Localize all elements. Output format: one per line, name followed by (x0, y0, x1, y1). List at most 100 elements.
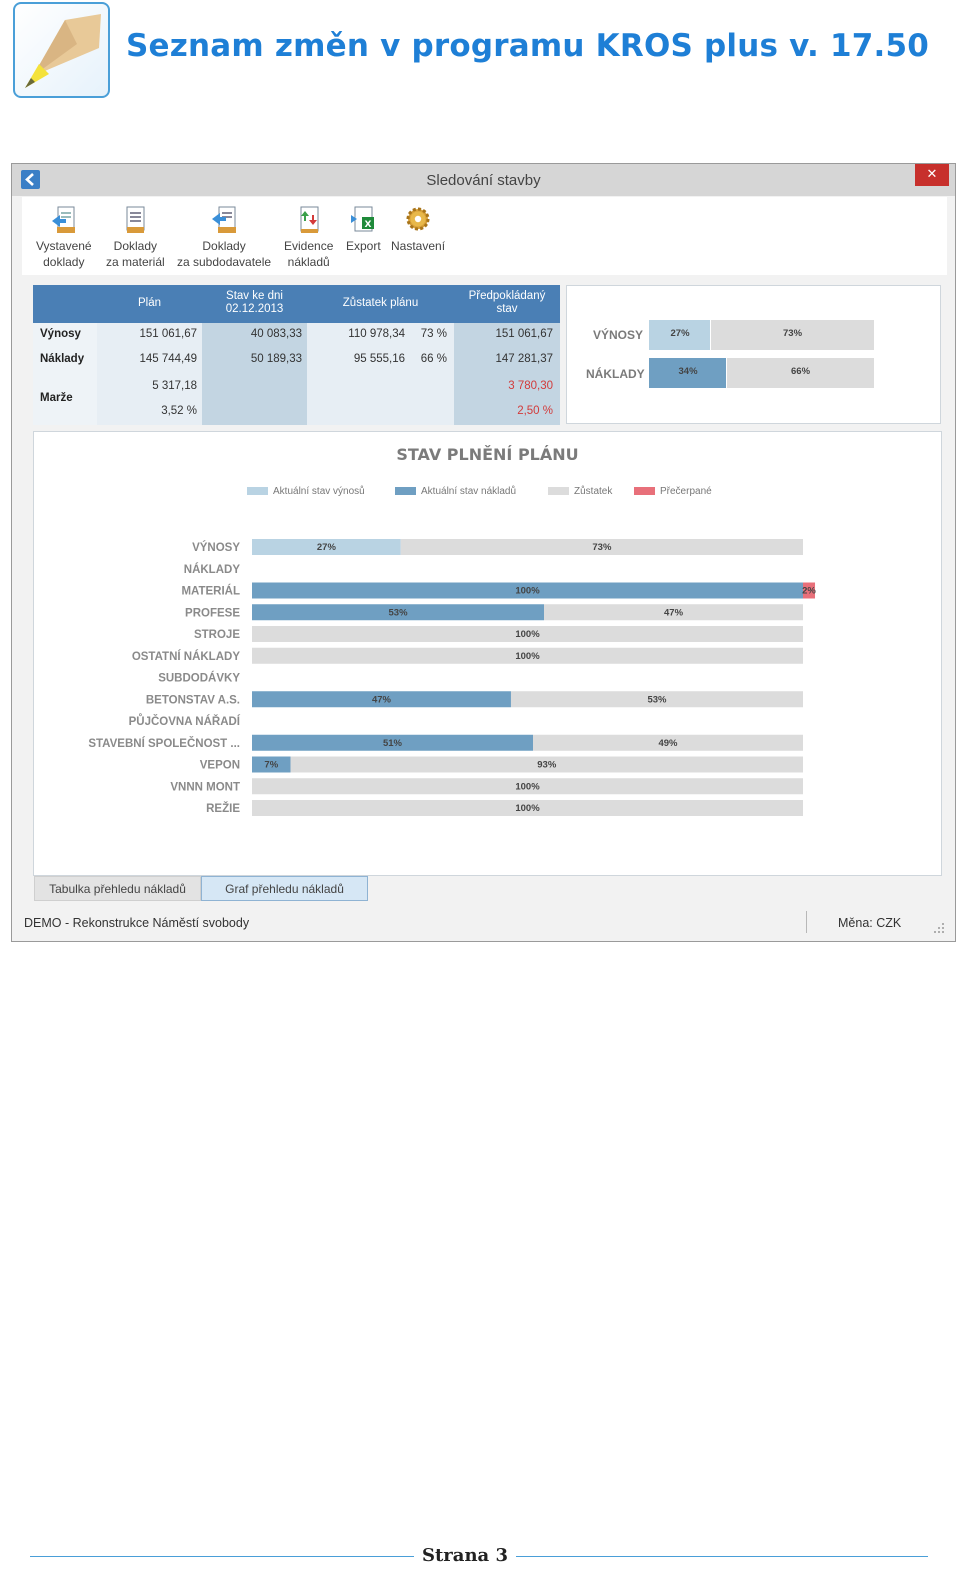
cost-records-icon (300, 206, 319, 233)
legend-swatch (548, 487, 569, 495)
pencil-icon (25, 14, 101, 88)
subcontractor-documents-button[interactable]: Doklady za subdodavatele (177, 205, 271, 270)
toolbar-label: za subdodavatele (177, 255, 272, 269)
bar-actual-label: 27% (317, 542, 337, 553)
plan-fulfillment-chart: STAV PLNĚNÍ PLÁNU Aktuální stav výnosů A… (33, 431, 942, 876)
material-documents-icon (126, 206, 145, 233)
bar-actual (252, 604, 545, 621)
legend-label: Aktuální stav výnosů (273, 486, 365, 497)
costs-remaining: 95 555,16 (353, 353, 405, 365)
bar-actual-label: 7% (264, 760, 278, 771)
overview-revenue-remaining (711, 320, 874, 350)
row-label-margin: Marže (40, 392, 73, 404)
tab-chart-overview[interactable]: Graf přehledu nákladů (201, 876, 368, 901)
overview-label-revenue: VÝNOSY (593, 328, 644, 342)
export-button[interactable]: X Export (346, 205, 381, 254)
bar-remaining (252, 626, 803, 642)
app-window: Sledování stavby ✕ Vystavené doklady Dok… (11, 163, 956, 942)
cost-records-button[interactable]: Evidence nákladů (284, 205, 333, 270)
column-bg (454, 323, 560, 425)
overview-panel: VÝNOSY 27% 73% NÁKLADY 34% 66% (566, 285, 941, 424)
margin-expected-pct: 2,50 % (517, 405, 553, 417)
bar-overspent (803, 582, 816, 599)
revenue-expected: 151 061,67 (495, 328, 553, 340)
category-label: BETONSTAV A.S. (146, 694, 240, 706)
header-expected-line1: Předpokládaný (468, 290, 546, 302)
footer-rule-right (516, 1556, 928, 1557)
costs-remaining-pct: 66 % (420, 353, 447, 365)
bar-actual (252, 582, 803, 599)
bar-actual (252, 539, 401, 555)
issued-documents-button[interactable]: Vystavené doklady (36, 205, 92, 270)
category-label: VNNN MONT (170, 781, 240, 793)
window-titlebar: Sledování stavby ✕ (12, 164, 955, 196)
status-currency: Měna: CZK (838, 916, 902, 930)
header-expected-line2: stav (496, 303, 518, 315)
toolbar-label: Export (346, 239, 381, 253)
overview-costs-actual (649, 358, 726, 388)
category-label: STAVEBNÍ SPOLEČNOST ... (88, 737, 240, 750)
status-bar: DEMO - Rekonstrukce Náměstí svobody Měna… (12, 906, 955, 941)
margin-plan-pct: 3,52 % (161, 405, 197, 417)
bar-actual-label: 100% (515, 586, 540, 597)
legend-label: Zůstatek (574, 486, 613, 497)
column-bg (33, 373, 97, 425)
category-label: REŽIE (206, 802, 240, 815)
legend-swatch (247, 487, 268, 495)
category-label: VÝNOSY (192, 541, 240, 554)
header-plan: Plán (137, 297, 162, 309)
margin-plan: 5 317,18 (152, 380, 197, 392)
column-bg (307, 323, 454, 425)
close-button[interactable]: ✕ (915, 164, 949, 186)
bar-actual (252, 691, 511, 708)
bar-overspent-label: 2% (802, 586, 816, 597)
resize-grip-icon[interactable] (933, 922, 945, 934)
bar-remaining-label: 93% (537, 760, 557, 771)
overview-bar-costs: 34% 66% (649, 358, 874, 388)
margin-expected: 3 780,30 (508, 380, 553, 392)
bar-actual (252, 734, 534, 751)
overview-costs-remaining (727, 358, 874, 388)
chart-title: STAV PLNĚNÍ PLÁNU (396, 445, 579, 464)
tab-table-overview[interactable]: Tabulka přehledu nákladů (34, 876, 201, 901)
column-bg (97, 323, 202, 425)
category-label: STROJE (194, 629, 240, 641)
toolbar: Vystavené doklady Doklady za materiál Do… (22, 197, 947, 275)
document-title: Seznam změn v programu KROS plus v. 17.5… (126, 28, 930, 64)
arrow-left-icon (25, 173, 34, 186)
overview-revenue-actual-label: 27% (670, 328, 690, 339)
svg-text:X: X (365, 220, 372, 230)
toolbar-label: Doklady (202, 239, 246, 253)
bar-remaining-label: 100% (515, 629, 540, 640)
summary-header: Plán Stav ke dni 02.12.2013 Zůstatek plá… (33, 285, 560, 323)
window-title: Sledování stavby (426, 172, 541, 189)
bar-actual-label: 47% (372, 694, 392, 705)
bar-remaining-label: 53% (647, 694, 667, 705)
legend-label: Přečerpané (660, 486, 712, 497)
legend-swatch (395, 487, 416, 495)
material-documents-button[interactable]: Doklady za materiál (106, 205, 165, 270)
kros-logo (13, 2, 110, 98)
bar-remaining (510, 691, 803, 708)
row-label-costs: Náklady (40, 353, 85, 365)
toolbar-label: za materiál (106, 255, 165, 269)
legend-label: Aktuální stav nákladů (421, 486, 517, 497)
bar-actual (252, 756, 291, 773)
overview-costs-actual-label: 34% (678, 366, 698, 377)
subcontractor-documents-icon (212, 206, 237, 233)
back-button[interactable] (21, 170, 40, 189)
category-label: NÁKLADY (184, 563, 241, 576)
toolbar-label: Doklady (113, 239, 158, 253)
legend-swatch (634, 487, 655, 495)
footer-rule-left (30, 1556, 414, 1557)
settings-button[interactable]: Nastavení (391, 205, 445, 254)
bar-actual-label: 53% (389, 607, 409, 618)
bar-remaining (290, 756, 803, 773)
summary-table: Plán Stav ke dni 02.12.2013 Zůstatek plá… (33, 285, 560, 425)
revenue-remaining: 110 978,34 (348, 328, 405, 340)
costs-expected: 147 281,37 (495, 353, 553, 365)
overview-label-costs: NÁKLADY (586, 367, 645, 381)
header-state-line1: Stav ke dni (226, 290, 283, 302)
excel-export-icon: X (351, 206, 375, 232)
chart-plot: VÝNOSY 27% 73% NÁKLADY MATERIÁL 100% 2% PROFESE… (88, 539, 816, 816)
